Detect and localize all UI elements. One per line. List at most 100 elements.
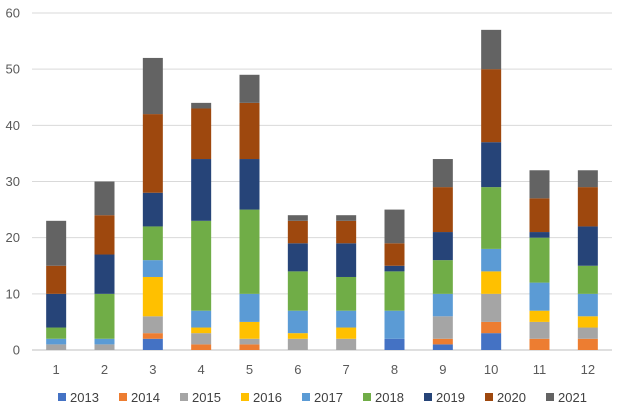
bar-segment-2018-month-4 <box>191 220 212 311</box>
x-tick-label: 11 <box>533 362 547 377</box>
bar-segment-2014-month-11 <box>529 338 550 350</box>
bar-segment-2021-month-9 <box>432 159 453 188</box>
bar-segment-2014-month-10 <box>481 321 502 334</box>
x-tick-label: 4 <box>198 362 205 377</box>
bar-segment-2020-month-12 <box>577 187 598 227</box>
bar-segment-2017-month-12 <box>577 293 598 317</box>
bar-segment-2021-month-1 <box>46 220 67 266</box>
y-tick-label: 60 <box>6 6 20 21</box>
x-tick-label: 5 <box>246 362 253 377</box>
bar-segment-2021-month-4 <box>191 102 212 109</box>
bar-segment-2021-month-8 <box>384 209 405 244</box>
x-axis: 1 2 3 4 5 6 7 8 9 10 11 12 <box>53 362 596 377</box>
legend-label: 2017 <box>314 390 343 405</box>
bar-segment-2019-month-10 <box>481 142 502 188</box>
bar-segment-2019-month-3 <box>142 192 163 227</box>
x-tick-label: 12 <box>581 362 595 377</box>
legend-swatch-2019 <box>424 393 432 401</box>
bar-segment-2019-month-11 <box>529 232 550 238</box>
bar-segment-2021-month-5 <box>239 74 260 103</box>
bar-segment-2020-month-3 <box>142 114 163 193</box>
bar-segment-2019-month-4 <box>191 159 212 221</box>
legend: 2013 2014 2015 2016 2017 2018 2019 2020 2021 <box>58 390 587 405</box>
legend-label: 2019 <box>436 390 465 405</box>
bar-segment-2015-month-3 <box>142 316 163 334</box>
bar-segment-2014-month-5 <box>239 344 260 350</box>
bar-segment-2014-month-12 <box>577 338 598 350</box>
legend-swatch-2020 <box>485 393 493 401</box>
bar-segment-2019-month-5 <box>239 159 260 210</box>
bar-segment-2018-month-6 <box>287 271 308 311</box>
x-tick-label: 1 <box>53 362 60 377</box>
bar-segment-2020-month-11 <box>529 198 550 233</box>
x-tick-label: 6 <box>294 362 301 377</box>
bar-segment-2016-month-11 <box>529 310 550 322</box>
legend-swatch-2013 <box>58 393 66 401</box>
legend-label: 2020 <box>497 390 526 405</box>
bar-segment-2020-month-8 <box>384 243 405 266</box>
bar-segment-2013-month-8 <box>384 338 405 350</box>
bar-segment-2017-month-7 <box>336 310 357 328</box>
legend-swatch-2018 <box>363 393 371 401</box>
x-tick-label: 2 <box>101 362 108 377</box>
bar-segment-2017-month-1 <box>46 338 67 345</box>
bar-segment-2019-month-8 <box>384 265 405 272</box>
bar-segment-2016-month-6 <box>287 333 308 339</box>
bar-segment-2020-month-10 <box>481 69 502 143</box>
bar-segment-2013-month-10 <box>481 333 502 350</box>
y-tick-label: 20 <box>6 230 20 245</box>
bar-segment-2018-month-7 <box>336 276 357 311</box>
bar-segment-2018-month-11 <box>529 237 550 283</box>
gridlines <box>32 12 612 351</box>
bar-segment-2019-month-1 <box>46 293 67 328</box>
bar-segment-2014-month-9 <box>432 338 453 345</box>
bar-segment-2021-month-7 <box>336 215 357 221</box>
y-tick-label: 0 <box>13 343 20 358</box>
bar-segment-2018-month-2 <box>94 293 115 339</box>
bar-segment-2013-month-9 <box>432 344 453 350</box>
bar-segment-2020-month-6 <box>287 220 308 244</box>
legend-swatch-2014 <box>119 393 127 401</box>
bar-segment-2017-month-10 <box>481 248 502 272</box>
bar-segment-2021-month-2 <box>94 181 115 216</box>
legend-swatch-2015 <box>180 393 188 401</box>
bar-segment-2013-month-3 <box>142 338 163 350</box>
bar-segment-2015-month-2 <box>94 344 115 350</box>
bar-segment-2017-month-9 <box>432 293 453 317</box>
x-tick-label: 7 <box>343 362 350 377</box>
x-tick-label: 8 <box>391 362 398 377</box>
legend-label: 2013 <box>70 390 99 405</box>
y-tick-label: 40 <box>6 118 20 133</box>
bar-segment-2021-month-3 <box>142 57 163 115</box>
bar-segment-2020-month-4 <box>191 108 212 160</box>
y-tick-label: 10 <box>6 286 20 301</box>
bar-segment-2019-month-12 <box>577 226 598 266</box>
legend-swatch-2021 <box>546 393 554 401</box>
bar-segment-2015-month-10 <box>481 293 502 322</box>
bar-segment-2020-month-5 <box>239 102 260 160</box>
bar-segment-2015-month-1 <box>46 344 67 350</box>
legend-swatch-2017 <box>302 393 310 401</box>
bar-segment-2015-month-12 <box>577 327 598 339</box>
bar-segment-2017-month-3 <box>142 260 163 277</box>
bar-segment-2019-month-7 <box>336 243 357 277</box>
x-tick-label: 3 <box>149 362 156 377</box>
bar-segment-2016-month-10 <box>481 271 502 294</box>
bar-segment-2016-month-12 <box>577 316 598 328</box>
bar-segment-2015-month-7 <box>336 338 357 350</box>
bar-segment-2016-month-7 <box>336 327 357 339</box>
bars <box>46 29 598 350</box>
bar-segment-2016-month-5 <box>239 321 260 339</box>
bar-segment-2017-month-6 <box>287 310 308 334</box>
bar-segment-2018-month-9 <box>432 260 453 294</box>
legend-label: 2015 <box>192 390 221 405</box>
y-tick-label: 50 <box>6 62 20 77</box>
bar-segment-2019-month-2 <box>94 254 115 294</box>
bar-segment-2016-month-4 <box>191 327 212 334</box>
bar-segment-2020-month-2 <box>94 215 115 255</box>
bar-segment-2020-month-7 <box>336 220 357 244</box>
bar-segment-2014-month-3 <box>142 333 163 339</box>
bar-segment-2018-month-1 <box>46 327 67 339</box>
bar-segment-2014-month-4 <box>191 344 212 350</box>
